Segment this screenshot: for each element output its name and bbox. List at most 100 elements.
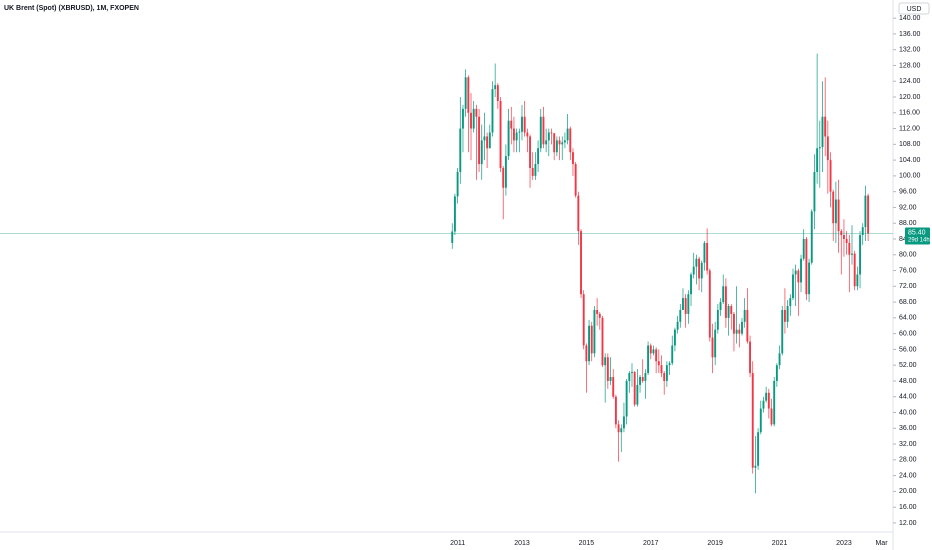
candle-body [759, 408, 762, 433]
candle-body [620, 428, 623, 433]
candle-body [829, 160, 832, 192]
candle-body [641, 377, 644, 381]
y-tick-label: 132.00 [899, 47, 921, 54]
y-tick-label: 12.00 [899, 520, 917, 527]
candle-body [861, 227, 864, 236]
candle-body [569, 128, 572, 153]
candle-body [563, 140, 566, 143]
y-tick-label: 80.00 [899, 252, 917, 259]
candle-body [502, 168, 505, 188]
candle-body [590, 325, 593, 354]
candle-body [794, 270, 797, 275]
candle-body [453, 196, 456, 232]
y-tick-label: 92.00 [899, 204, 917, 211]
candle-body [818, 147, 821, 149]
candle-body [491, 89, 494, 133]
candle-body [824, 116, 827, 137]
y-tick-label: 56.00 [899, 346, 917, 353]
candle-body [478, 116, 481, 165]
candle-body [515, 132, 518, 141]
y-tick-label: 32.00 [899, 441, 917, 448]
candle-body [475, 108, 478, 117]
y-tick-label: 116.00 [899, 110, 920, 117]
candle-body [518, 131, 521, 133]
candle-body [566, 128, 569, 141]
candle-body [598, 313, 601, 318]
candle-body [735, 329, 738, 334]
candle-body [856, 274, 859, 287]
candle-body [628, 373, 631, 381]
candle-body [727, 306, 730, 318]
candle-body [724, 286, 727, 318]
candle-body [547, 132, 550, 141]
candle-body [526, 132, 529, 137]
candle-body [695, 258, 698, 267]
candle-body [813, 171, 816, 212]
candle-body [781, 309, 784, 354]
y-tick-label: 72.00 [899, 283, 917, 290]
candle-body [706, 242, 709, 271]
y-tick-label: 40.00 [899, 409, 917, 416]
candle-body [808, 262, 811, 295]
y-tick-label: 76.00 [899, 267, 917, 274]
x-tick-label: Mar [875, 540, 888, 547]
candle-body [555, 140, 558, 153]
candle-body [539, 116, 542, 149]
candle-body [684, 298, 687, 314]
candle-body [580, 231, 582, 295]
candle-body [617, 424, 620, 433]
candle-body [550, 132, 553, 134]
candle-body [494, 85, 497, 90]
y-tick-label: 128.00 [899, 62, 921, 69]
candle-body [496, 85, 499, 101]
currency[interactable]: USD [907, 6, 922, 13]
candle-body [738, 329, 741, 334]
candle-body [805, 238, 808, 295]
candle-body [786, 306, 789, 322]
candle-body [700, 262, 703, 279]
candle-body [722, 286, 725, 303]
candle-body [816, 148, 819, 172]
candle-body [582, 294, 585, 346]
candle-body [596, 309, 599, 314]
candle-body [652, 349, 655, 354]
candle-body [456, 171, 459, 197]
candle-body [843, 235, 845, 239]
candle-body [636, 384, 639, 405]
candle-body [585, 345, 588, 362]
candle-body [834, 199, 837, 224]
candle-body [472, 108, 475, 129]
candle-body [644, 373, 647, 381]
candle-body [512, 128, 515, 141]
y-tick-label: 136.00 [899, 31, 921, 38]
candle-body [451, 231, 454, 243]
candle-body [655, 349, 658, 362]
candle-body [690, 274, 692, 295]
candle-body [719, 302, 722, 310]
x-tick-label: 2015 [579, 540, 595, 547]
candle-body [692, 266, 695, 275]
candle-body [510, 120, 513, 129]
candle-body [542, 116, 545, 145]
candle-body [467, 77, 470, 113]
candle-body [665, 365, 668, 381]
candle-body [504, 156, 507, 188]
y-tick-label: 36.00 [899, 425, 917, 432]
x-tick-label: 2011 [450, 540, 465, 547]
candle-body [625, 380, 628, 417]
y-tick-label: 20.00 [899, 488, 917, 495]
candle-body [529, 136, 531, 168]
candle-body [682, 298, 684, 310]
candle-body [572, 152, 574, 165]
candle-body [462, 108, 464, 129]
x-tick-label: 2023 [836, 540, 852, 547]
candle-body [531, 168, 534, 176]
candle-body [840, 231, 843, 236]
candle-body [593, 309, 596, 354]
candle-body [708, 270, 711, 338]
currency-box[interactable] [898, 2, 930, 15]
candle-body [821, 116, 824, 148]
chart-title: UK Brent (Spot) (XBRUSD), 1M, FXOPEN [4, 5, 139, 12]
candle-body [534, 164, 537, 176]
candle-body [588, 325, 591, 362]
